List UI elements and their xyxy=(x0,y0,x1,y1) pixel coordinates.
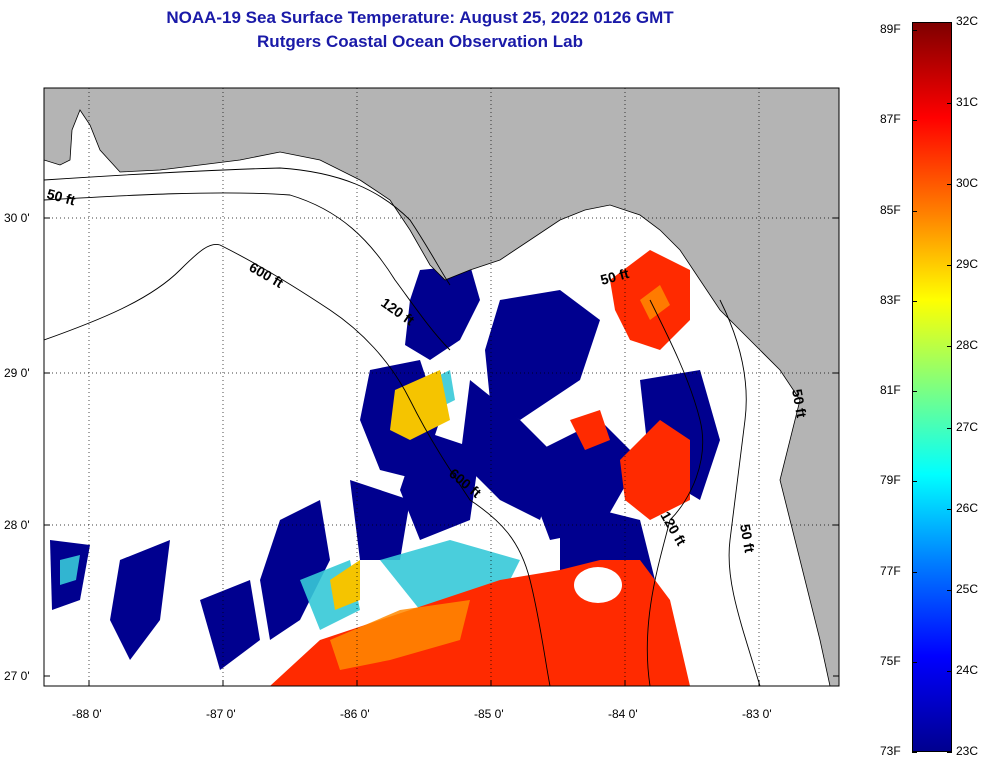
colorbar-label-celsius: 32C xyxy=(956,14,979,28)
contour-label: 50 ft xyxy=(599,265,631,288)
colorbar-label-celsius: 30C xyxy=(956,176,979,191)
contour-label: 50 ft xyxy=(737,523,758,554)
map-frame xyxy=(43,87,840,687)
lon-label-87: -87 0' xyxy=(206,707,236,721)
graticule xyxy=(44,88,839,686)
colorbar-label-fahrenheit: 79F xyxy=(880,473,901,488)
colorbar-tick xyxy=(912,481,917,483)
colorbar-label-celsius: 25C xyxy=(956,581,979,596)
colorbar-label-celsius: 27C xyxy=(956,419,979,434)
colorbar-label-fahrenheit: 75F xyxy=(880,653,901,668)
colorbar-label-fahrenheit: 83F xyxy=(880,292,901,307)
lat-label-29: 29 0' xyxy=(4,366,30,380)
land-mass xyxy=(44,88,839,686)
lon-label-84: -84 0' xyxy=(608,707,638,721)
bathymetry-contours xyxy=(44,167,761,686)
map-title: NOAA-19 Sea Surface Temperature: August … xyxy=(166,8,674,27)
colorbar-tick xyxy=(912,661,917,663)
colorbar-tick xyxy=(912,752,917,753)
colorbar-label-celsius: 31C xyxy=(956,95,979,110)
colorbar-tick xyxy=(912,300,917,302)
lon-label-86: -86 0' xyxy=(340,707,370,721)
colorbar-tick xyxy=(947,265,952,267)
colorbar-tick xyxy=(947,508,952,510)
colorbar-tick xyxy=(947,346,952,348)
colorbar-tick xyxy=(912,30,917,31)
colorbar-tick xyxy=(947,589,952,591)
lat-label-28: 28 0' xyxy=(4,518,30,532)
contour-label: 50 ft xyxy=(45,185,77,208)
colorbar-tick xyxy=(947,670,952,672)
colorbar-tick xyxy=(912,391,917,392)
colorbar-label-fahrenheit: 81F xyxy=(880,383,901,397)
colorbar-label-celsius: 29C xyxy=(956,257,979,272)
colorbar-label-celsius: 28C xyxy=(956,338,979,353)
colorbar-label-fahrenheit: 77F xyxy=(880,563,901,578)
colorbar-tick xyxy=(912,571,917,573)
frame-ticks xyxy=(44,217,839,686)
colorbar-label-celsius: 26C xyxy=(956,500,979,515)
colorbar-tick xyxy=(947,103,952,105)
sst-orange-fringe xyxy=(330,285,670,670)
colorbar-tick xyxy=(912,120,917,122)
temperature-colorbar xyxy=(912,22,952,752)
lon-label-83: -83 0' xyxy=(742,707,772,721)
colorbar-label-fahrenheit: 73F xyxy=(880,744,901,758)
contour-label: 50 ft xyxy=(789,388,810,419)
colorbar-tick xyxy=(947,752,952,753)
cloud-gap xyxy=(574,567,622,603)
colorbar-tick xyxy=(912,210,917,212)
colorbar-tick xyxy=(947,22,952,23)
colorbar-label-fahrenheit: 89F xyxy=(880,22,901,36)
lat-label-27: 27 0' xyxy=(4,669,30,683)
sst-warm-bands xyxy=(330,370,450,610)
colorbar-label-celsius: 24C xyxy=(956,662,979,677)
lon-label-88: -88 0' xyxy=(72,707,102,721)
colorbar-tick xyxy=(947,427,952,429)
lon-label-85: -85 0' xyxy=(474,707,504,721)
colorbar-tick xyxy=(947,184,952,186)
colorbar-label-fahrenheit: 85F xyxy=(880,202,901,217)
lat-label-30: 30 0' xyxy=(4,211,30,225)
map-subtitle: Rutgers Coastal Ocean Observation Lab xyxy=(257,32,583,51)
colorbar-label-celsius: 23C xyxy=(956,744,979,758)
colorbar-label-fahrenheit: 87F xyxy=(880,112,901,127)
